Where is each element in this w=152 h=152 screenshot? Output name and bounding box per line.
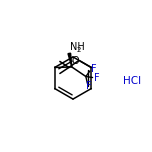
Text: O: O [72, 56, 79, 66]
Text: 2: 2 [76, 47, 81, 53]
Text: HCl: HCl [123, 76, 141, 86]
Text: NH: NH [70, 42, 85, 52]
Polygon shape [68, 53, 72, 67]
Text: F: F [91, 64, 97, 74]
Text: F: F [94, 73, 100, 83]
Text: F: F [86, 81, 92, 91]
